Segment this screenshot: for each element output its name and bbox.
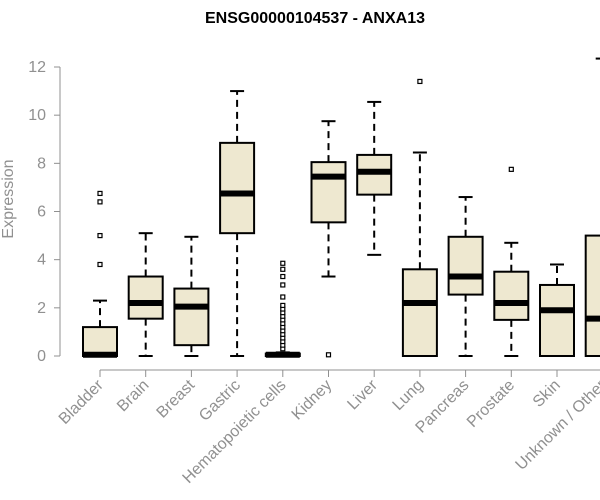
y-tick-label: 4 bbox=[37, 252, 46, 269]
box-pancreas bbox=[447, 196, 484, 357]
y-axis: 0 2 4 6 8 10 12 bbox=[28, 59, 61, 365]
y-tick-label: 12 bbox=[28, 59, 46, 76]
box-iqr bbox=[539, 283, 575, 357]
box-iqr bbox=[219, 141, 256, 235]
outlier-point bbox=[325, 352, 332, 358]
box-kidney bbox=[310, 120, 347, 358]
box-hematopoietic-cells bbox=[264, 260, 301, 358]
box-iqr bbox=[82, 326, 118, 358]
box-prostate bbox=[493, 166, 530, 357]
box-breast bbox=[173, 235, 210, 357]
x-tick-label: Prostate bbox=[464, 377, 518, 431]
box-iqr bbox=[310, 161, 347, 224]
chart-title: ENSG00000104537 - ANXA13 bbox=[205, 10, 425, 27]
outlier-point bbox=[280, 266, 286, 272]
box-iqr bbox=[401, 268, 438, 357]
outlier-point bbox=[280, 294, 286, 300]
y-tick-label: 0 bbox=[37, 348, 46, 365]
y-tick-label: 10 bbox=[28, 107, 46, 124]
outlier-point bbox=[97, 199, 103, 205]
box-lung bbox=[401, 78, 438, 357]
x-tick-label: Lung bbox=[390, 377, 427, 414]
x-tick-label: Kidney bbox=[289, 377, 336, 424]
box-unknown-other bbox=[584, 57, 600, 357]
x-tick-label: Skin bbox=[530, 377, 564, 411]
outlier-point bbox=[280, 302, 286, 309]
y-axis-title: Expression bbox=[0, 159, 17, 238]
outlier-point bbox=[97, 232, 103, 239]
outlier-point bbox=[97, 261, 103, 268]
y-tick-label: 6 bbox=[37, 204, 46, 221]
box-liver bbox=[356, 100, 393, 256]
box-iqr bbox=[173, 287, 210, 347]
box-group bbox=[82, 57, 600, 358]
outlier-point bbox=[508, 166, 514, 172]
box-skin bbox=[539, 263, 575, 357]
box-iqr bbox=[447, 235, 484, 296]
outlier-point bbox=[280, 273, 286, 280]
outlier-point bbox=[417, 78, 423, 85]
y-tick-label: 8 bbox=[37, 155, 46, 172]
outlier-point bbox=[280, 282, 286, 288]
box-iqr bbox=[127, 275, 164, 320]
box-iqr bbox=[356, 153, 393, 196]
box-gastric bbox=[219, 90, 256, 357]
x-tick-label: Liver bbox=[344, 376, 381, 413]
box-iqr bbox=[493, 270, 530, 321]
y-tick-label: 2 bbox=[37, 300, 46, 317]
box-iqr bbox=[584, 234, 600, 357]
x-tick-label: Brain bbox=[114, 377, 152, 415]
x-tick-label: Bladder bbox=[56, 376, 107, 427]
outlier-point bbox=[97, 190, 103, 197]
outlier-point bbox=[280, 260, 286, 266]
box-brain bbox=[127, 232, 164, 357]
x-tick-label: Breast bbox=[154, 376, 199, 421]
box-bladder bbox=[82, 190, 118, 358]
